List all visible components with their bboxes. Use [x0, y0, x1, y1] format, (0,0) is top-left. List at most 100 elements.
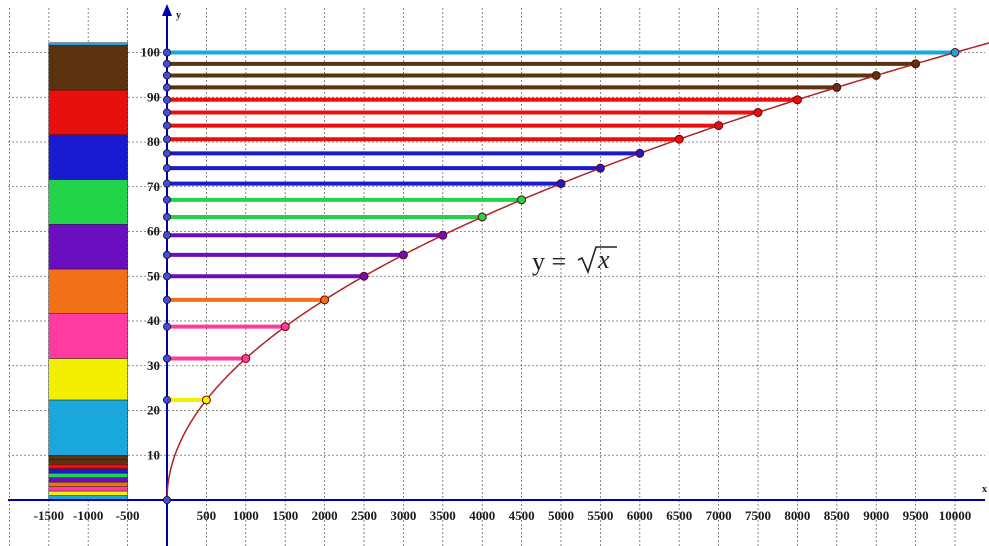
y-axis-marker: [162, 135, 171, 144]
curve-point: [635, 148, 645, 158]
y-tick-label: 100: [141, 45, 161, 60]
curve-point: [517, 195, 527, 205]
curve-point: [714, 121, 724, 131]
x-tick-label: 5500: [587, 508, 613, 523]
y-axis-marker: [162, 354, 171, 363]
x-tick-label: 4000: [469, 508, 495, 523]
curve-point: [241, 354, 251, 364]
y-axis-arrow: [162, 4, 172, 16]
curve-point: [280, 322, 290, 332]
x-tick-label: 9000: [863, 508, 889, 523]
color-bar-band: [48, 468, 128, 474]
y-tick-label: 90: [147, 89, 160, 104]
color-bar-band: [48, 464, 128, 469]
y-tick-label: 40: [147, 313, 160, 328]
curve-point: [398, 250, 408, 260]
x-tick-label: 5000: [548, 508, 574, 523]
curve-point: [320, 295, 330, 305]
curve-point: [595, 163, 605, 173]
curve-point: [950, 48, 960, 57]
color-bar-band: [48, 42, 128, 46]
y-axis-marker: [162, 95, 171, 104]
y-axis-marker: [162, 212, 171, 221]
color-bar: [48, 42, 128, 501]
color-bar-band: [48, 472, 128, 478]
y-axis-marker: [162, 395, 171, 404]
y-axis-marker: [162, 83, 171, 92]
y-tick-label: 80: [147, 134, 160, 149]
color-bar-band: [48, 89, 128, 135]
y-axis-marker: [162, 250, 171, 259]
curve-point: [911, 59, 921, 69]
color-bar-band: [48, 358, 128, 401]
curve-point: [477, 212, 487, 222]
y-axis-marker: [162, 272, 171, 281]
x-tick-label: -1000: [73, 508, 103, 523]
color-bar-band: [48, 179, 128, 225]
curve-point: [871, 70, 881, 80]
y-axis-marker: [162, 495, 171, 504]
color-bar-band: [48, 455, 128, 460]
x-tick-label: -500: [116, 508, 140, 523]
color-bar-band: [48, 399, 128, 456]
radical-sign: [577, 246, 617, 275]
color-bar-band: [48, 224, 128, 270]
y-axis-marker: [162, 121, 171, 130]
y-axis-marker: [162, 322, 171, 331]
y-axis-marker: [162, 71, 171, 80]
y-axis-marker: [162, 149, 171, 158]
y-tick-label: 60: [147, 224, 160, 239]
x-tick-label: 8000: [784, 508, 810, 523]
y-tick-label: 70: [147, 179, 160, 194]
x-tick-label: 500: [197, 508, 217, 523]
x-tick-label: 2000: [312, 508, 338, 523]
x-axis-label: x: [982, 484, 987, 495]
y-tick-label: 10: [147, 447, 160, 462]
curve-point: [201, 395, 211, 405]
color-bar-band: [48, 486, 128, 492]
color-bar-band: [48, 477, 128, 483]
y-axis-marker: [162, 59, 171, 68]
y-axis-marker: [162, 48, 171, 57]
y-axis-marker: [162, 295, 171, 304]
formula: y = x: [532, 245, 617, 276]
x-tick-label: 3000: [390, 508, 416, 523]
curve-point: [556, 179, 566, 189]
y-tick-label: 30: [147, 358, 160, 373]
color-bar-band: [48, 459, 128, 465]
y-tick-label: 20: [147, 403, 160, 418]
x-tick-label: 1000: [233, 508, 259, 523]
color-bar-band: [48, 313, 128, 359]
color-bar-band: [48, 134, 128, 180]
horizontal-segments: [167, 50, 955, 402]
x-tick-label: 9500: [903, 508, 929, 523]
x-tick-label: 7000: [706, 508, 732, 523]
curve-point: [832, 82, 842, 92]
y-axis-marker: [162, 231, 171, 240]
x-tick-label: -1500: [34, 508, 64, 523]
x-tick-label: 6500: [666, 508, 692, 523]
data-points: [162, 48, 960, 504]
color-bar-band: [48, 490, 128, 496]
x-tick-label: 2500: [351, 508, 377, 523]
curve-point: [753, 107, 763, 117]
x-tick-label: 10000: [939, 508, 972, 523]
x-tick-label: 8500: [824, 508, 850, 523]
curve-point: [792, 95, 802, 105]
x-tick-label: 6000: [627, 508, 653, 523]
x-tick-label: 7500: [745, 508, 771, 523]
formula-lhs: y =: [532, 247, 573, 276]
y-axis-marker: [162, 179, 171, 188]
x-tick-label: 4500: [509, 508, 535, 523]
color-bar-band: [48, 268, 128, 314]
curve-point: [674, 134, 684, 144]
curve-point: [438, 230, 448, 240]
formula-variable: x: [597, 245, 610, 274]
grid: [8, 8, 985, 546]
sqrt-curve: [166, 42, 989, 501]
y-axis-marker: [162, 164, 171, 173]
x-tick-label: 1500: [272, 508, 298, 523]
y-axis-marker: [162, 108, 171, 117]
curve-point: [359, 271, 369, 281]
